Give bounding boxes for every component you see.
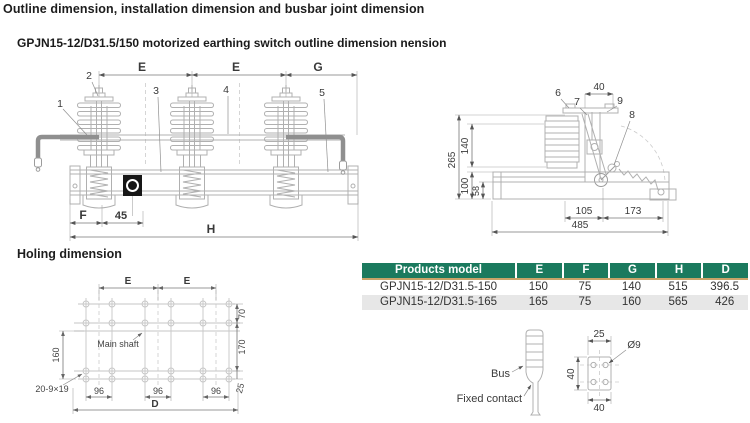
right-busbar [286, 134, 347, 175]
holing-dim-e1: E [125, 276, 132, 287]
holing-dim-25: 25 [234, 382, 246, 394]
pole-1 [77, 84, 121, 209]
cell-d: 426 [715, 296, 735, 308]
part-label-4: 4 [223, 84, 229, 96]
holing-dim-96b: 96 [153, 386, 163, 396]
holing-dim-70: 70 [237, 309, 247, 319]
table-header-g: G [608, 263, 655, 278]
joint-dim-dia9: Ø9 [627, 340, 641, 351]
holing-heading: Holing dimension [17, 247, 122, 261]
part-label-8: 8 [629, 109, 635, 121]
joint-front-view [580, 350, 620, 398]
holing-dim-160: 160 [51, 347, 61, 362]
motor-port [123, 175, 142, 216]
dim-f: F [79, 208, 86, 222]
dim-173: 173 [625, 206, 642, 217]
cell-f: 75 [578, 296, 592, 308]
busbar-joint-drawing: 25 Ø9 40 40 Bus Fixed contact [457, 329, 642, 416]
left-busbar [34, 134, 99, 172]
fixed-contact-label: Fixed contact [457, 393, 522, 405]
page-title: Outline dimension, installation dimensio… [3, 2, 425, 16]
dim-265: 265 [447, 151, 458, 168]
holing-dim-96a: 96 [94, 386, 104, 396]
joint-profile [525, 329, 544, 416]
cell-e: 165 [528, 296, 548, 308]
dim-485: 485 [572, 220, 589, 231]
front-dimensions: E E G 1 2 3 4 5 F 45 H [57, 60, 359, 241]
products-table: Products model E F G H D GPJN15-12/D31.5… [362, 263, 748, 310]
dim-g: G [313, 60, 322, 74]
dim-140: 140 [460, 137, 471, 154]
front-geometry [34, 83, 359, 216]
cell-g: 160 [621, 296, 642, 308]
part-label-7: 7 [574, 96, 580, 108]
dim-h: H [207, 222, 216, 236]
part-label-6: 6 [555, 87, 561, 99]
side-dimensions: 40 265 140 100 58 105 173 485 6 7 9 8 [447, 82, 669, 236]
table-header-e: E [515, 263, 562, 278]
dim-e1: E [138, 60, 146, 74]
cell-model: GPJN15-12/D31.5-150 [380, 281, 497, 293]
cell-h: 515 [668, 281, 688, 293]
part-label-3: 3 [153, 85, 159, 97]
holing-drawing: E E 70 170 25 160 96 96 96 D Main shaft … [35, 276, 247, 414]
joint-dim-25: 25 [593, 329, 605, 340]
holing-dim-170: 170 [237, 339, 247, 354]
part-label-5: 5 [319, 87, 325, 99]
cell-e: 150 [528, 281, 548, 293]
holing-dim-d: D [151, 399, 158, 410]
dim-45: 45 [115, 210, 127, 222]
holing-dim-e2: E [184, 276, 191, 287]
bus-label: Bus [491, 368, 510, 380]
table-header-f: F [561, 263, 609, 278]
table-header-model: Products model [395, 264, 482, 276]
dim-105: 105 [576, 206, 593, 217]
cell-h: 565 [668, 296, 688, 308]
table-header-row: Products model E F G H D [362, 263, 748, 280]
front-view-drawing: E E G 1 2 3 4 5 F 45 H [34, 60, 359, 241]
hole-spec-label: 20-9×19 [35, 384, 68, 394]
part-label-2: 2 [86, 70, 92, 82]
dim-100: 100 [460, 177, 471, 194]
side-geometry [492, 103, 677, 201]
main-shaft-label: Main shaft [97, 339, 139, 349]
part-label-1: 1 [57, 98, 63, 110]
drawing-subtitle: GPJN15-12/D31.5/150 motorized earthing s… [17, 36, 447, 50]
table-row: GPJN15-12/D31.5-150 150 75 140 515 396.5 [362, 280, 748, 295]
joint-dim-40h: 40 [593, 403, 605, 414]
joint-dimensions: 25 Ø9 40 40 Bus Fixed contact [457, 329, 642, 414]
table-row: GPJN15-12/D31.5-165 165 75 160 565 426 [362, 295, 748, 310]
cell-f: 75 [578, 281, 592, 293]
cell-g: 140 [621, 281, 642, 293]
dim-40: 40 [593, 82, 605, 93]
part-label-9: 9 [617, 95, 623, 107]
dim-58: 58 [471, 186, 481, 196]
pole-2 [170, 84, 214, 209]
holing-dim-96c: 96 [211, 386, 221, 396]
table-header-h: H [654, 263, 702, 278]
cell-d: 396.5 [710, 281, 740, 293]
dim-e2: E [232, 60, 240, 74]
holing-dimensions: E E 70 170 25 160 96 96 96 D Main shaft … [35, 276, 247, 414]
holing-geometry [74, 290, 240, 390]
cell-model: GPJN15-12/D31.5-165 [380, 296, 497, 308]
pole-3 [264, 84, 308, 209]
side-view-drawing: 40 265 140 100 58 105 173 485 6 7 9 8 [447, 82, 677, 236]
table-header-d: D [701, 263, 748, 278]
joint-dim-40v: 40 [566, 368, 577, 380]
